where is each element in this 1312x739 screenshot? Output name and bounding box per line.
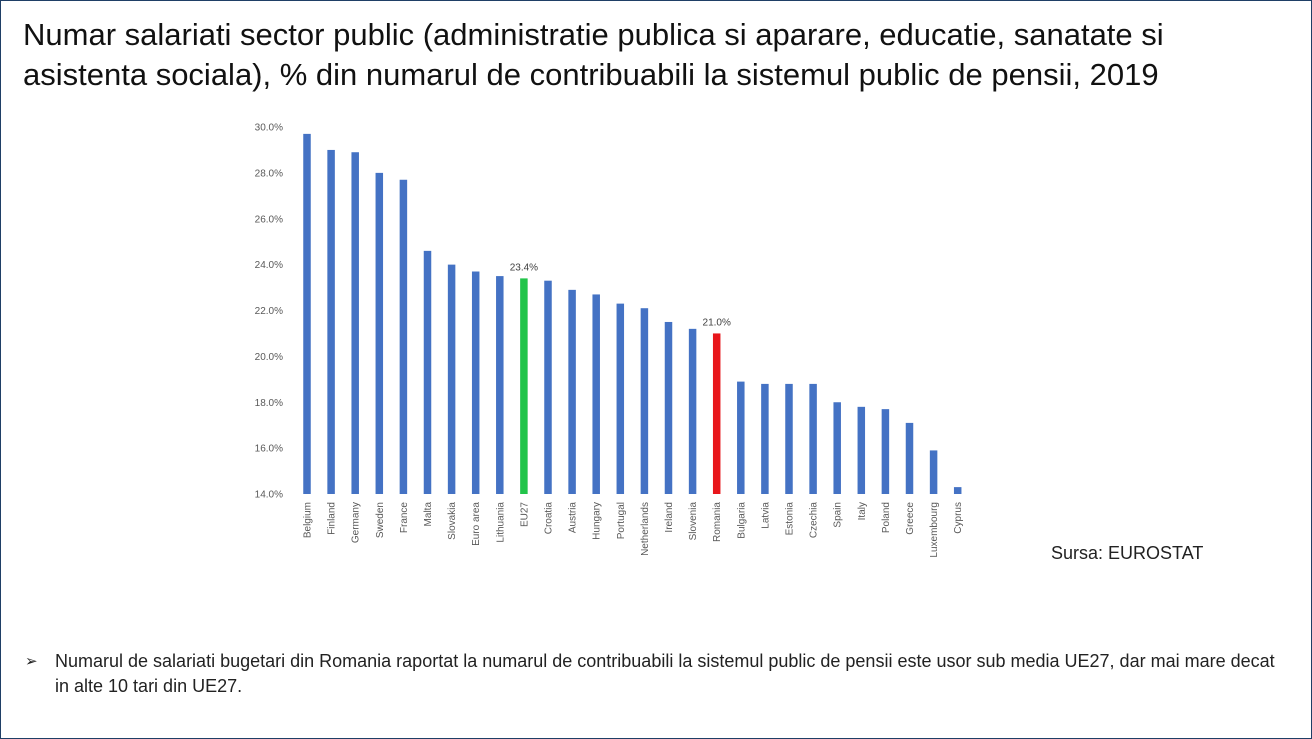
x-tick-label: Belgium bbox=[303, 502, 314, 538]
x-tick-label: Bulgaria bbox=[736, 502, 747, 539]
arrow-bullet-icon: ➢ bbox=[25, 653, 38, 670]
bar-sweden bbox=[375, 172, 384, 494]
bar-greece bbox=[905, 422, 914, 494]
x-tick-label: Slovenia bbox=[688, 502, 699, 541]
data-label-romania: 21.0% bbox=[703, 317, 731, 328]
y-tick-label: 26.0% bbox=[255, 214, 283, 225]
bar-croatia bbox=[544, 280, 552, 494]
bar-slovenia bbox=[688, 328, 697, 494]
bar-lithuania bbox=[496, 276, 504, 494]
bar-slovakia bbox=[447, 264, 456, 494]
x-tick-label: Portugal bbox=[616, 502, 627, 539]
bar-euro-area bbox=[471, 271, 480, 494]
x-tick-label: Poland bbox=[881, 502, 892, 533]
data-label-eu27: 23.4% bbox=[510, 262, 538, 273]
x-tick-label: Germany bbox=[351, 502, 362, 543]
x-tick-label: Greece bbox=[905, 502, 916, 535]
y-tick-label: 16.0% bbox=[255, 444, 283, 455]
bar-czechia bbox=[809, 383, 817, 494]
x-tick-label: EU27 bbox=[519, 502, 530, 527]
y-tick-label: 20.0% bbox=[255, 352, 283, 363]
bar-eu27 bbox=[520, 278, 528, 494]
bar-netherlands bbox=[640, 308, 649, 494]
x-tick-label: Finland bbox=[327, 502, 338, 535]
x-tick-label: Hungary bbox=[592, 502, 603, 540]
note-text: Numarul de salariati bugetari din Romani… bbox=[55, 651, 1275, 696]
y-tick-label: 28.0% bbox=[255, 168, 283, 179]
x-tick-label: Malta bbox=[423, 502, 434, 527]
bar-portugal bbox=[616, 303, 625, 494]
x-tick-label: Romania bbox=[712, 502, 723, 542]
bar-ireland bbox=[664, 321, 673, 494]
bar-chart: 14.0% 16.0% 18.0% 20.0% 22.0% 24.0% 26.0% 28.0%… bbox=[255, 123, 965, 558]
x-tick-label: France bbox=[399, 502, 410, 534]
bar-france bbox=[399, 179, 408, 494]
bullet-note: ➢ Numarul de salariati bugetari din Roma… bbox=[25, 649, 1275, 699]
bar-hungary bbox=[592, 294, 600, 494]
bar-bulgaria bbox=[737, 381, 745, 494]
slide-title: Numar salariati sector public (administr… bbox=[23, 17, 1164, 92]
y-tick-label: 14.0% bbox=[255, 490, 283, 501]
bar-estonia bbox=[785, 383, 793, 494]
x-tick-label: Latvia bbox=[760, 502, 771, 529]
x-tick-label: Spain bbox=[833, 502, 844, 528]
x-tick-label: Sweden bbox=[375, 502, 386, 538]
bar-spain bbox=[833, 402, 841, 494]
bar-luxembourg bbox=[929, 450, 938, 494]
bar-cyprus bbox=[953, 487, 962, 494]
bar-italy bbox=[857, 406, 866, 494]
bar-germany bbox=[351, 152, 359, 494]
x-tick-label: Cyprus bbox=[953, 502, 964, 534]
source-label: Sursa: EUROSTAT bbox=[1051, 543, 1204, 563]
bar-belgium bbox=[303, 133, 311, 494]
bar-malta bbox=[423, 250, 432, 494]
bar-latvia bbox=[761, 383, 769, 494]
bar-finland bbox=[327, 149, 335, 494]
x-tick-label: Estonia bbox=[785, 502, 796, 536]
y-tick-label: 24.0% bbox=[255, 260, 283, 271]
x-tick-label: Euro area bbox=[471, 502, 482, 546]
bar-austria bbox=[568, 289, 576, 494]
x-tick-label: Croatia bbox=[544, 502, 555, 535]
x-tick-label: Netherlands bbox=[640, 502, 651, 556]
bar-romania bbox=[712, 333, 721, 494]
y-tick-label: 30.0% bbox=[255, 123, 283, 134]
x-tick-label: Luxembourg bbox=[929, 502, 940, 558]
x-tick-label: Slovakia bbox=[447, 502, 458, 540]
x-tick-label: Lithuania bbox=[495, 502, 506, 543]
x-tick-label: Italy bbox=[857, 502, 868, 520]
y-tick-label: 22.0% bbox=[255, 306, 283, 317]
x-tick-label: Czechia bbox=[809, 502, 820, 539]
x-tick-label: Austria bbox=[568, 502, 579, 534]
x-tick-label: Ireland bbox=[664, 502, 675, 533]
bar-poland bbox=[881, 409, 890, 494]
y-tick-label: 18.0% bbox=[255, 398, 283, 409]
